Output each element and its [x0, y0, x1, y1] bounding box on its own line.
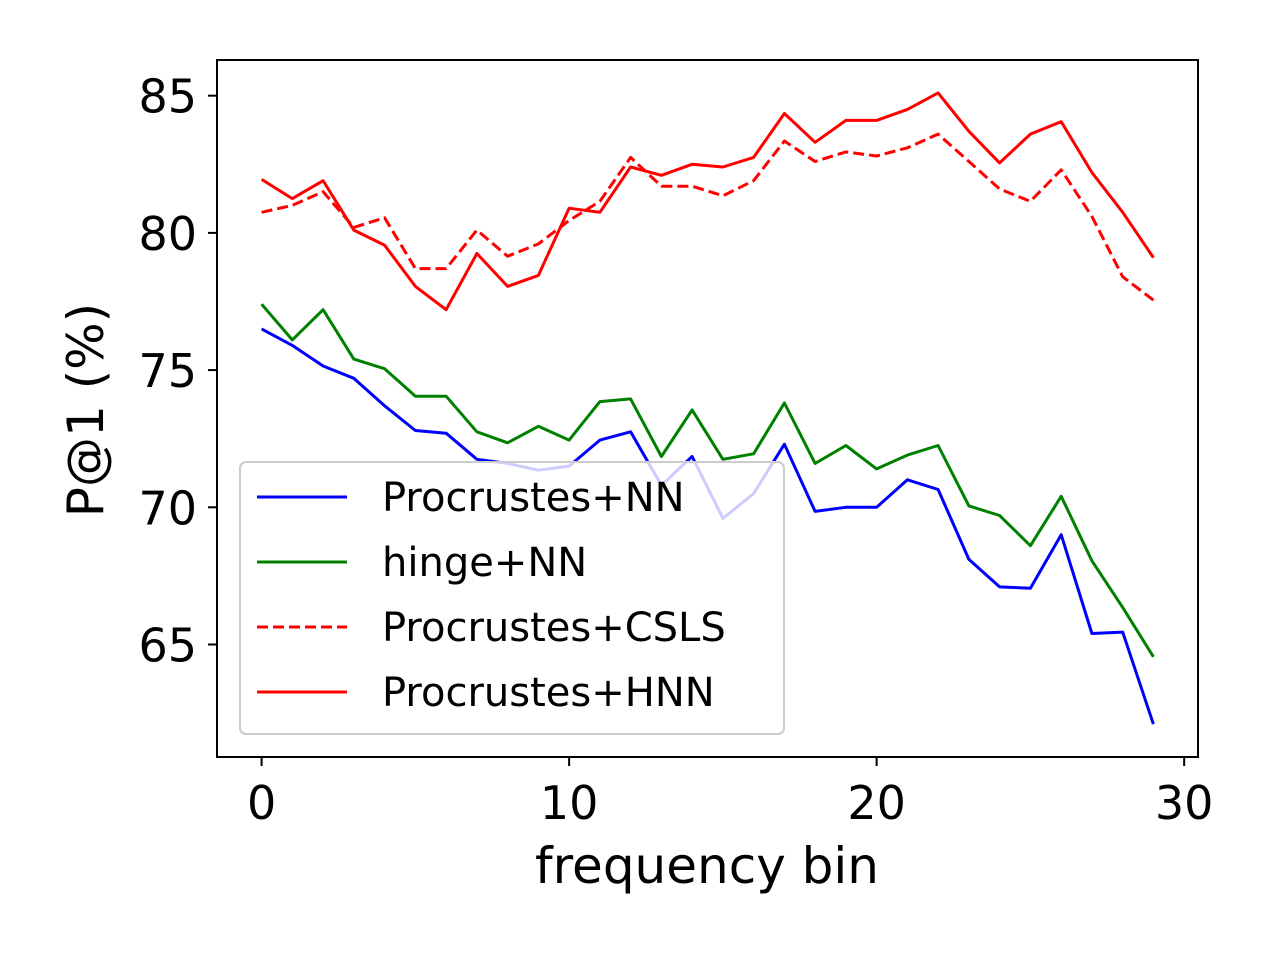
legend-label-4: Procrustes+HNN	[382, 670, 715, 716]
y-axis-label: P@1 (%)	[57, 303, 115, 517]
x-tick-label: 0	[247, 776, 276, 830]
y-tick-label: 75	[138, 344, 197, 398]
x-tick-label: 30	[1155, 776, 1214, 830]
x-tick-label: 10	[540, 776, 599, 830]
legend-box	[239, 461, 785, 735]
x-axis: 0 10 20 30	[247, 757, 1213, 830]
series-line-3	[261, 132, 1155, 302]
series-line-2	[260, 303, 1155, 658]
series-line-4	[260, 91, 1155, 312]
y-tick-label: 70	[138, 481, 197, 535]
plot-frame	[216, 59, 1199, 758]
x-tick-label: 20	[847, 776, 906, 830]
legend-label-1: Procrustes+NN	[382, 475, 685, 521]
y-axis: 65 70 75 80 85	[138, 70, 217, 672]
series-layer	[260, 91, 1155, 725]
y-tick-label: 85	[138, 70, 197, 124]
x-axis-label: frequency bin	[535, 837, 879, 895]
legend-label-3: Procrustes+CSLS	[382, 605, 726, 651]
y-tick-label: 65	[138, 618, 197, 672]
legend: Procrustes+NN hinge+NN Procrustes+CSLS Proc…	[239, 461, 785, 735]
y-tick-label: 80	[138, 207, 197, 261]
legend-label-2: hinge+NN	[382, 540, 587, 586]
